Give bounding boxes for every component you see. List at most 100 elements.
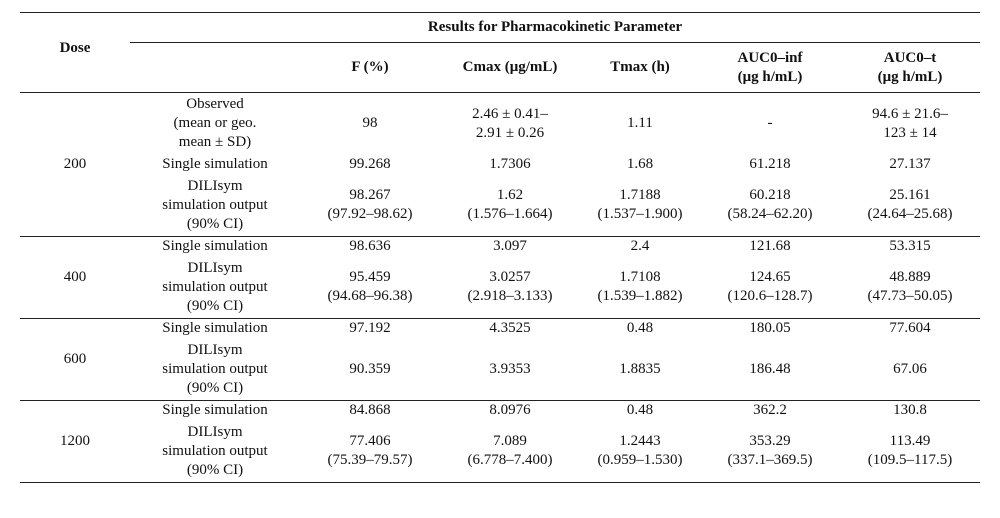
value-cell: 180.05 [700, 319, 840, 339]
value-cell: 98.267 (97.92–98.62) [300, 175, 440, 237]
value-line: 1.68 [626, 156, 654, 172]
value-cell: 1.2443 (0.959–1.530) [580, 421, 700, 483]
value-line: 95.459 [349, 269, 391, 286]
row-label-line: simulation output [162, 360, 268, 377]
value-line: 98.636 [349, 238, 391, 255]
value-cell: 113.49 (109.5–117.5) [840, 421, 980, 483]
value-cell: 124.65 (120.6–128.7) [700, 257, 840, 319]
column-header: AUC0–t (μg h/mL) [840, 43, 980, 93]
value-line: 180.05 [749, 320, 791, 337]
value-cell: 186.48 [700, 339, 840, 401]
value-line: (6.778–7.400) [467, 452, 553, 469]
value-line: 98 [362, 115, 378, 132]
column-header: Cmax (μg/mL) [440, 43, 580, 93]
value-cell: 1.8835 [580, 339, 700, 401]
value-line: 97.192 [349, 320, 391, 337]
value-line: 1.7188 [619, 187, 661, 204]
row-label-line: Single simulation [162, 156, 268, 172]
value-line: 2.4 [630, 238, 650, 255]
column-header: F (%) [300, 43, 440, 93]
value-line: 60.218 [749, 187, 791, 204]
table-row: 400 Single simulation 98.636 3.097 2.4 121.68… [20, 236, 981, 285]
value-line: 8.0976 [489, 402, 531, 419]
row-label-line: DILIsym [187, 423, 243, 440]
value-line: 4.3525 [489, 320, 531, 337]
row-label-cell: Observed (mean or geo. mean ± SD) [130, 93, 300, 155]
value-line: 1.8835 [619, 360, 661, 377]
value-cell: 98 [300, 93, 440, 155]
value-line: 3.0257 [489, 269, 531, 286]
value-cell: 130.8 [840, 401, 980, 421]
row-label-line: simulation output [162, 278, 268, 295]
value-cell: 94.6 ± 21.6– 123 ± 14 [840, 93, 980, 155]
column-header-line: Cmax (μg/mL) [462, 59, 558, 75]
dose-cell: 600 [63, 351, 87, 367]
value-line: 2.91 ± 0.26 [475, 124, 545, 141]
dose-cell: 200 [63, 156, 87, 172]
value-line: 123 ± 14 [883, 124, 937, 141]
value-cell: 1.7306 [440, 155, 580, 175]
row-label-line: Single simulation [162, 402, 268, 419]
value-cell: 2.4 [580, 237, 700, 257]
value-line: 25.161 [889, 187, 931, 204]
table-row: 1200 Single simulation 84.868 8.0976 0.48 362… [20, 400, 981, 483]
value-line: 94.6 ± 21.6– [872, 105, 948, 122]
value-cell: 53.315 [840, 237, 980, 257]
value-line: (75.39–79.57) [327, 452, 413, 469]
value-line: 353.29 [749, 433, 791, 450]
pharmacokinetic-results-table: Dose Results for Pharmacokinetic Paramet… [20, 12, 981, 483]
value-cell: 1.62 (1.576–1.664) [440, 175, 580, 237]
table-row: DILIsym simulation output (90% CI) 77.406 (7… [20, 421, 981, 483]
table-row: 600 Single simulation 97.192 4.3525 0.48 180.… [20, 318, 981, 367]
table-row: DILIsym simulation output (90% CI) 95.459 (9… [20, 257, 980, 319]
column-header-line: (μg h/mL) [877, 68, 943, 85]
row-label-cell: DILIsym simulation output (90% CI) [130, 257, 300, 319]
value-line: (1.576–1.664) [467, 206, 553, 223]
value-line: 53.315 [889, 238, 931, 255]
value-line: 77.406 [349, 433, 391, 450]
column-header: AUC0–inf (μg h/mL) [700, 43, 840, 93]
row-label-cell: DILIsym simulation output (90% CI) [130, 339, 300, 401]
table-row: 200 Observed (mean or geo. mean ± SD) 98 2.46… [20, 93, 980, 172]
value-line: 362.2 [753, 402, 787, 419]
value-line: (337.1–369.5) [727, 452, 813, 469]
value-line: 1.11 [627, 115, 653, 132]
value-line: 61.218 [749, 156, 791, 172]
value-line: (94.68–96.38) [327, 288, 413, 305]
row-label-cell: DILIsym simulation output (90% CI) [130, 175, 300, 237]
value-cell: 77.406 (75.39–79.57) [300, 421, 440, 483]
group-header: Results for Pharmacokinetic Parameter [130, 12, 981, 43]
value-line: (2.918–3.133) [467, 288, 553, 305]
value-cell: 1.68 [580, 155, 700, 175]
value-line: 2.46 ± 0.41– [472, 105, 548, 122]
row-label-line: Single simulation [162, 320, 268, 337]
value-cell: 99.268 [300, 155, 440, 175]
table-row: Single simulation 99.268 1.7306 1.68 61.218 2… [20, 155, 980, 175]
value-cell: 77.604 [840, 319, 980, 339]
value-line: 67.06 [893, 360, 927, 377]
value-cell: 2.46 ± 0.41– 2.91 ± 0.26 [440, 93, 580, 155]
value-cell: 95.459 (94.68–96.38) [300, 257, 440, 319]
value-line: 3.097 [493, 238, 527, 255]
row-label-line: mean ± SD) [178, 134, 252, 151]
value-cell: 8.0976 [440, 401, 580, 421]
value-line: 1.2443 [619, 433, 661, 450]
column-header-line: AUC0–inf [737, 49, 803, 66]
row-label-line: (90% CI) [186, 461, 244, 478]
value-cell: 3.097 [440, 237, 580, 257]
value-line: 124.65 [749, 269, 791, 286]
value-line: 84.868 [349, 402, 391, 419]
row-label-line: DILIsym [187, 177, 243, 194]
row-label-cell: Single simulation [130, 237, 300, 257]
value-cell: 98.636 [300, 237, 440, 257]
row-label-cell: Single simulation [130, 401, 300, 421]
value-line: 121.68 [749, 238, 791, 255]
row-label-cell: DILIsym simulation output (90% CI) [130, 421, 300, 483]
value-cell: 3.9353 [440, 339, 580, 401]
value-line: 113.49 [889, 433, 931, 450]
row-label-line: simulation output [162, 442, 268, 459]
value-cell: - [700, 93, 840, 155]
row-label-line: DILIsym [187, 259, 243, 276]
value-cell: 48.889 (47.73–50.05) [840, 257, 980, 319]
